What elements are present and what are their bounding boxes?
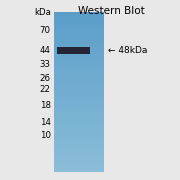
Text: 70: 70 (40, 26, 51, 35)
Text: Western Blot: Western Blot (78, 6, 145, 16)
Text: 44: 44 (40, 46, 51, 55)
Text: 14: 14 (40, 118, 51, 127)
Text: 18: 18 (40, 101, 51, 110)
Text: 33: 33 (40, 60, 51, 69)
Text: 26: 26 (40, 74, 51, 83)
Text: 10: 10 (40, 131, 51, 140)
Text: ← 48kDa: ← 48kDa (108, 46, 147, 55)
Text: 22: 22 (40, 85, 51, 94)
Text: kDa: kDa (34, 8, 51, 17)
